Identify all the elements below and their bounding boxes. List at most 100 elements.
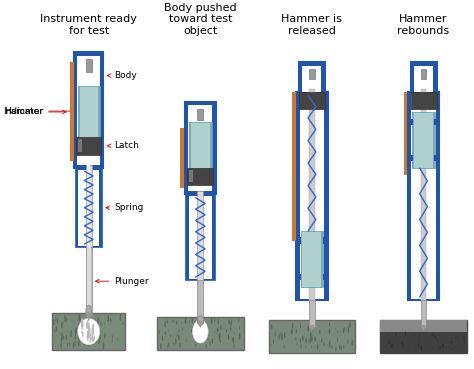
Circle shape	[218, 319, 219, 324]
Circle shape	[396, 332, 397, 337]
Text: Latch: Latch	[107, 141, 139, 150]
Bar	[310, 69, 315, 79]
Circle shape	[339, 344, 340, 350]
Circle shape	[66, 335, 67, 340]
Circle shape	[220, 325, 222, 330]
Bar	[301, 231, 302, 287]
Bar	[310, 89, 315, 303]
Bar	[321, 231, 323, 287]
Circle shape	[53, 319, 55, 325]
Circle shape	[96, 340, 97, 343]
Circle shape	[343, 328, 345, 334]
Bar	[189, 122, 211, 168]
Circle shape	[230, 320, 232, 326]
Bar	[98, 86, 100, 137]
Circle shape	[195, 330, 196, 334]
Bar	[411, 155, 413, 162]
Circle shape	[239, 333, 240, 339]
Circle shape	[420, 346, 422, 351]
Circle shape	[300, 338, 301, 342]
Circle shape	[98, 317, 99, 323]
Circle shape	[310, 342, 311, 344]
Circle shape	[112, 338, 113, 342]
Bar	[296, 92, 328, 300]
Circle shape	[178, 335, 180, 341]
Title: Hammer
rebounds: Hammer rebounds	[398, 14, 449, 36]
Circle shape	[283, 345, 284, 348]
Circle shape	[91, 335, 93, 342]
Circle shape	[238, 318, 239, 322]
Bar	[323, 237, 324, 244]
Circle shape	[92, 324, 94, 330]
Bar	[187, 168, 213, 184]
Circle shape	[195, 328, 196, 330]
Circle shape	[177, 334, 178, 337]
Circle shape	[110, 318, 111, 322]
Circle shape	[219, 333, 220, 338]
Circle shape	[191, 329, 192, 332]
Bar	[434, 155, 436, 162]
Circle shape	[292, 329, 293, 333]
Circle shape	[83, 335, 85, 341]
Circle shape	[112, 335, 113, 339]
Circle shape	[271, 325, 272, 330]
Polygon shape	[421, 325, 426, 332]
Circle shape	[61, 322, 63, 328]
Circle shape	[348, 325, 349, 329]
Circle shape	[234, 344, 235, 348]
Circle shape	[415, 334, 416, 337]
Circle shape	[98, 329, 99, 332]
Bar	[189, 122, 191, 168]
Bar	[78, 86, 80, 137]
Circle shape	[206, 344, 207, 349]
Circle shape	[228, 319, 230, 325]
Bar	[74, 52, 103, 168]
Circle shape	[97, 335, 98, 338]
Bar	[189, 170, 193, 182]
Circle shape	[219, 337, 220, 341]
Bar	[421, 89, 426, 303]
Circle shape	[273, 339, 274, 344]
Circle shape	[329, 322, 330, 326]
Circle shape	[302, 337, 304, 341]
Circle shape	[230, 326, 231, 331]
Circle shape	[388, 341, 389, 344]
Circle shape	[176, 320, 177, 325]
Circle shape	[391, 344, 392, 348]
Circle shape	[314, 336, 316, 342]
Circle shape	[429, 339, 430, 341]
Circle shape	[89, 343, 90, 347]
Circle shape	[274, 331, 276, 337]
Circle shape	[100, 334, 101, 340]
Circle shape	[438, 346, 439, 350]
Circle shape	[344, 327, 345, 331]
Circle shape	[436, 336, 437, 339]
Circle shape	[442, 343, 443, 348]
Circle shape	[88, 315, 89, 319]
Circle shape	[328, 328, 330, 334]
Circle shape	[211, 317, 212, 324]
Circle shape	[329, 341, 330, 348]
Bar	[197, 280, 203, 323]
Bar	[269, 320, 356, 353]
Circle shape	[70, 331, 72, 338]
Circle shape	[181, 321, 182, 324]
Circle shape	[164, 321, 166, 327]
Circle shape	[341, 346, 342, 351]
Bar	[414, 66, 433, 92]
Bar	[76, 137, 101, 155]
Circle shape	[309, 339, 310, 343]
Circle shape	[392, 344, 393, 348]
Circle shape	[300, 322, 301, 326]
Bar	[300, 237, 301, 244]
Text: Plunger: Plunger	[96, 277, 149, 286]
Circle shape	[300, 324, 301, 328]
Circle shape	[159, 330, 160, 334]
Circle shape	[419, 332, 420, 335]
Circle shape	[119, 314, 121, 321]
Circle shape	[312, 326, 313, 328]
Circle shape	[348, 328, 349, 333]
Circle shape	[281, 332, 282, 337]
Circle shape	[189, 321, 190, 323]
Circle shape	[75, 328, 77, 334]
